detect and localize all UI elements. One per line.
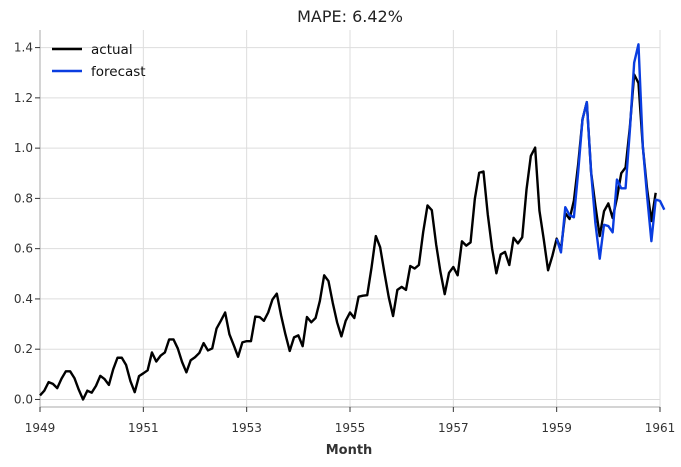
x-tick-label: 1953: [231, 421, 262, 435]
y-tick-label: 1.2: [14, 91, 33, 105]
y-tick-label: 0.0: [14, 392, 33, 406]
x-tick-label: 1955: [335, 421, 366, 435]
legend-label-forecast: forecast: [91, 64, 146, 80]
x-tick-label: 1957: [438, 421, 469, 435]
x-axis-label: Month: [326, 443, 373, 458]
legend: actual forecast: [52, 42, 146, 80]
x-tick-label: 1961: [645, 421, 676, 435]
gridlines: [39, 30, 661, 407]
y-tick-label: 0.6: [14, 242, 33, 256]
series-layer: [39, 43, 666, 401]
y-tick-label: 0.8: [14, 191, 33, 205]
y-tick-label: 1.0: [14, 141, 33, 155]
x-tick-label: 1951: [128, 421, 159, 435]
chart-title: MAPE: 6.42%: [297, 7, 403, 26]
tick-labels: 1949 1951 1953 1955 1957 1959 1961 0.0 0.2 0.4 0.6…: [14, 41, 675, 435]
y-tick-label: 1.4: [14, 41, 33, 55]
legend-label-actual: actual: [91, 42, 133, 58]
x-tick-label: 1949: [25, 421, 56, 435]
series-line-forecast: [555, 43, 666, 260]
y-tick-label: 0.2: [14, 342, 33, 356]
series-line-actual: [39, 73, 657, 401]
y-tick-label: 0.4: [14, 292, 33, 306]
x-tick-label: 1959: [541, 421, 572, 435]
